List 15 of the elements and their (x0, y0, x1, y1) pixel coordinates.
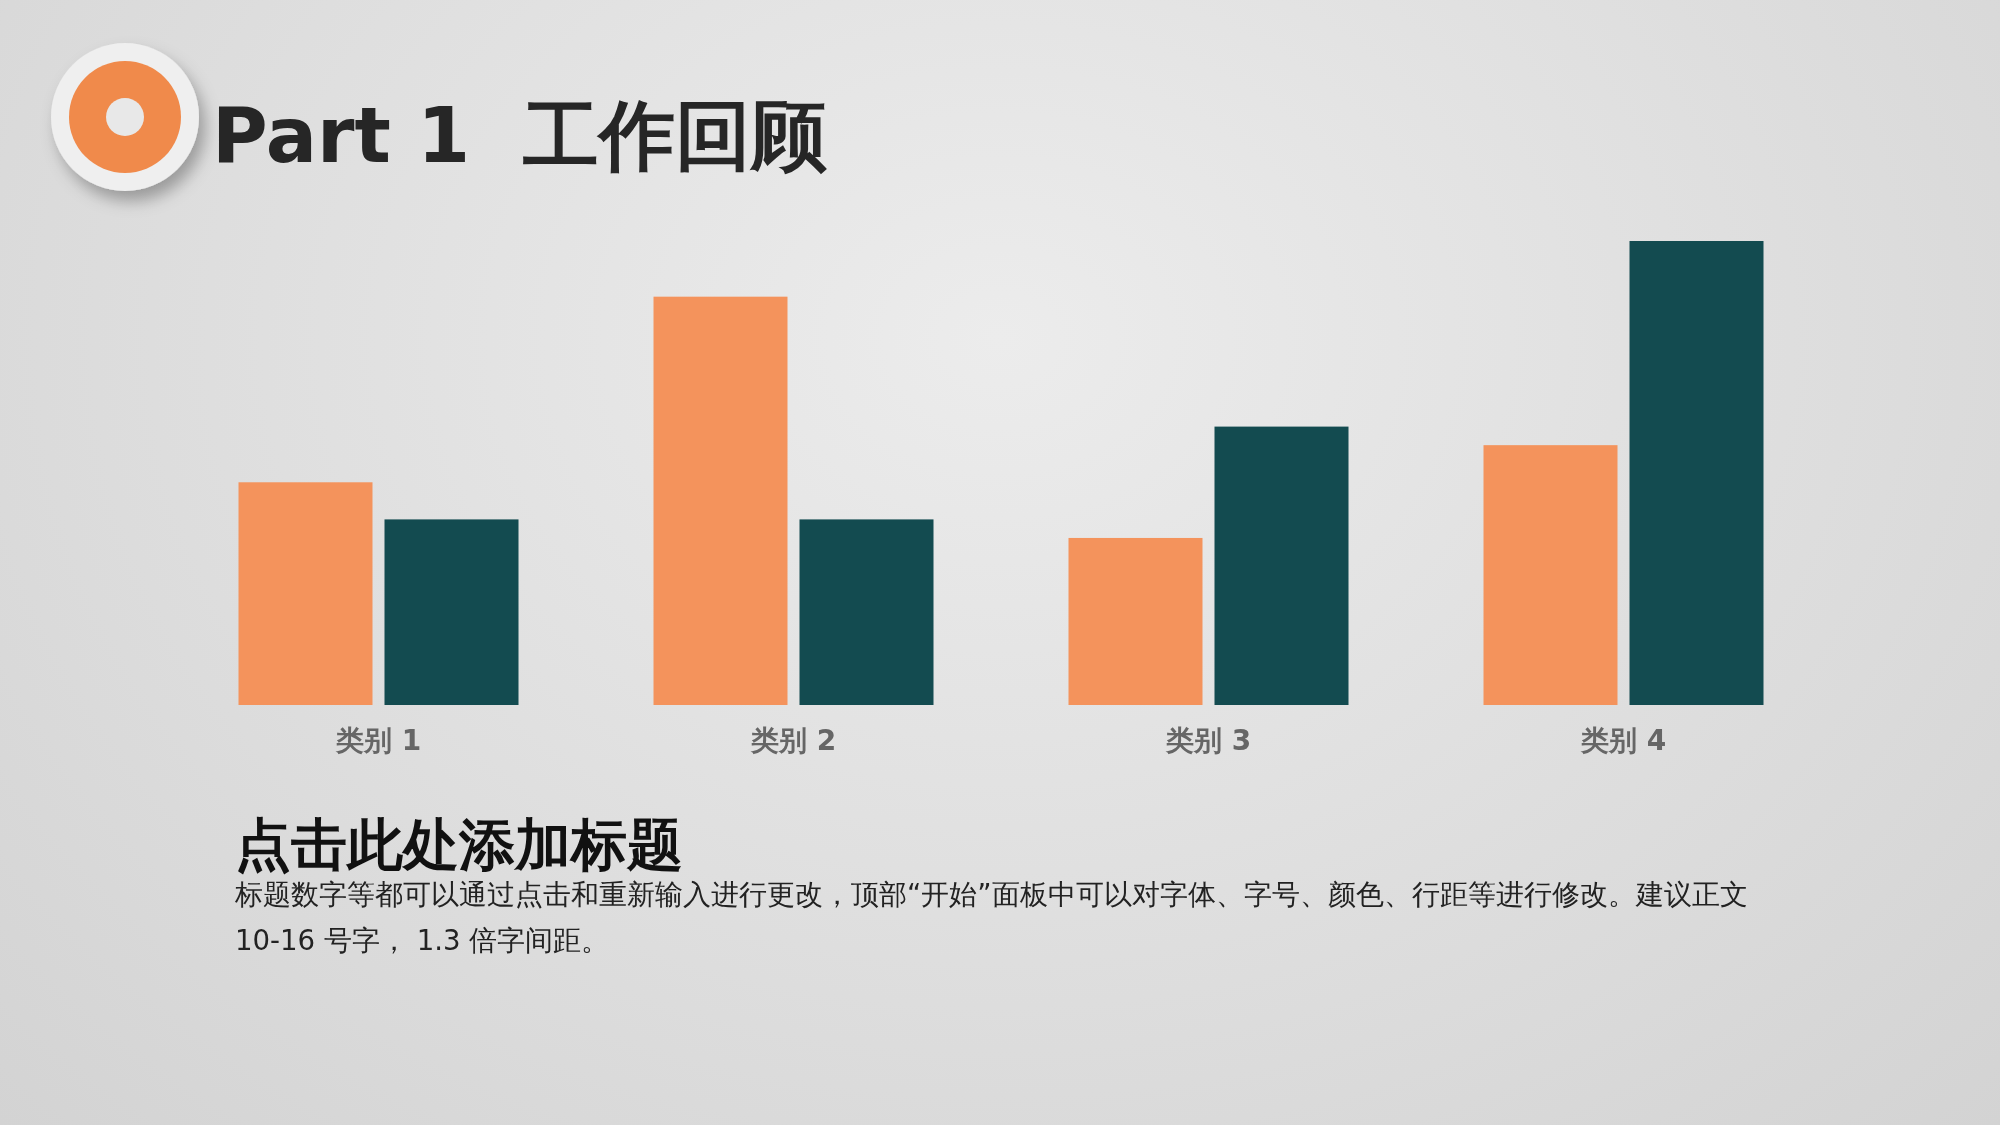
x-tick-label: 类别 1 (334, 724, 422, 757)
text: 标题数字等都可以通过点击和重新输入进行更改，顶部“开始”面板中可以对字体、字号、颜色、行距等进行修改。建议正文 10-16 号字， 1.3 倍字间距。 (235, 878, 1748, 957)
text: 点击此处添加标题 (235, 812, 683, 877)
bar (384, 519, 519, 705)
x-tick-label: 类别 4 (1579, 724, 1667, 757)
bar (1483, 445, 1618, 705)
bar (1068, 537, 1203, 705)
bar (238, 482, 373, 705)
bar (653, 296, 788, 705)
bar (1629, 241, 1764, 705)
x-tick-label: 类别 3 (1164, 724, 1252, 757)
bar (799, 519, 934, 705)
x-tick-label: 类别 2 (749, 724, 837, 757)
bar (1214, 426, 1349, 705)
chart-title: Part 1 工作回顾 (212, 90, 828, 182)
